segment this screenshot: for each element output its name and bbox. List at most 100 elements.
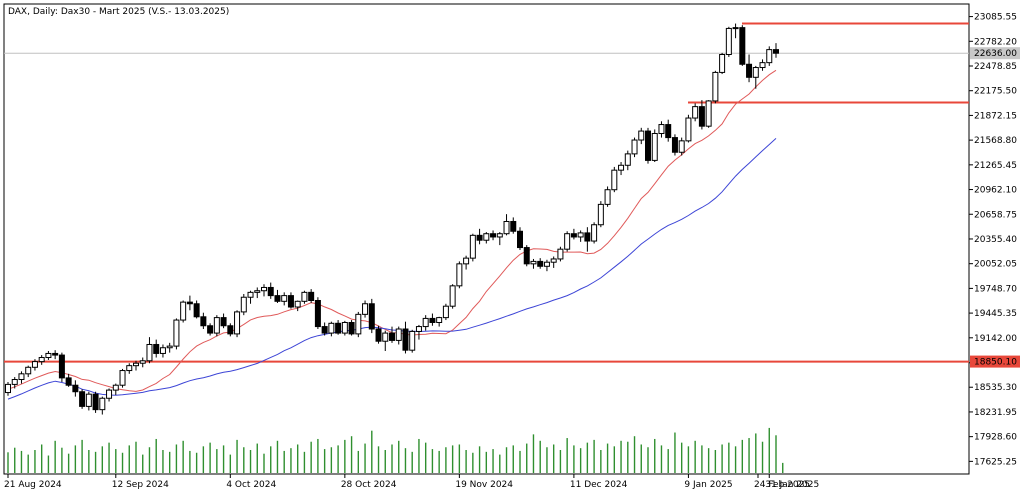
candle-body (207, 325, 214, 334)
candle-body (739, 27, 746, 65)
candle (719, 52, 726, 75)
candle (517, 227, 523, 250)
candle-body (38, 357, 45, 363)
candle-body (5, 383, 11, 394)
candle (247, 290, 254, 304)
candle (213, 315, 220, 337)
candle-body (415, 326, 422, 332)
x-tick-label: 9 Jan 2025 (684, 480, 732, 490)
candle-body (719, 54, 726, 73)
candle-body (368, 303, 375, 330)
candle (267, 282, 274, 299)
candle (678, 137, 685, 156)
candle-body (436, 317, 443, 323)
candle (631, 137, 638, 158)
candle-body (301, 291, 308, 302)
candle (449, 284, 456, 309)
y-tick-label: 20962.10 (974, 186, 1017, 196)
candle (543, 259, 550, 272)
candle-body (665, 124, 672, 139)
candle (58, 352, 65, 382)
candle-body (267, 286, 274, 297)
candle-body (523, 247, 530, 265)
candle (186, 295, 193, 311)
candle (240, 293, 247, 316)
candle-body (200, 316, 207, 327)
candle (395, 326, 402, 345)
candle (658, 121, 665, 138)
candle-body (631, 139, 638, 155)
candle-body (456, 263, 463, 287)
y-tick-label: 21872.15 (974, 111, 1017, 121)
candle-body (274, 295, 281, 302)
candle (712, 70, 719, 104)
candle (314, 297, 321, 330)
candle (746, 54, 753, 83)
x-tick-label: 31 Jan 2025 (765, 480, 819, 490)
candle (79, 389, 86, 409)
candle (99, 396, 106, 415)
candle (65, 373, 72, 387)
candle-body (294, 300, 301, 308)
candle-body (678, 140, 685, 153)
candle-body (476, 234, 483, 241)
candle (537, 258, 544, 269)
candle (193, 300, 200, 319)
candle-body (395, 328, 402, 341)
candle-body (618, 164, 625, 171)
candle-body (382, 332, 389, 342)
x-tick-label: 21 Aug 2024 (4, 480, 62, 490)
candle (469, 233, 476, 262)
x-tick-label: 12 Sep 2024 (112, 480, 169, 490)
candle (490, 230, 497, 241)
y-tick-label: 22175.50 (974, 87, 1017, 97)
candle (725, 26, 732, 57)
y-tick-label: 17928.60 (974, 433, 1017, 443)
level-price-label: 18850.10 (974, 358, 1017, 368)
candle-body (247, 291, 254, 298)
candle (624, 150, 631, 171)
candle (321, 322, 328, 336)
candle (604, 186, 611, 207)
candle-body (725, 27, 732, 56)
candle (301, 290, 308, 304)
candle (692, 103, 699, 122)
price-axis: 23085.55 22782.20 22478.85 22175.50 21872.15… (969, 13, 1020, 467)
candle (665, 119, 672, 142)
candle-body (159, 347, 166, 354)
x-tick-label: 19 Nov 2024 (455, 480, 513, 490)
candle (72, 380, 79, 397)
y-tick-label: 19748.70 (974, 284, 1017, 294)
candle-body (335, 322, 342, 334)
candle-body (213, 317, 220, 334)
candle (25, 365, 32, 378)
candle (308, 289, 315, 303)
candle-body (570, 233, 577, 238)
candle (638, 127, 645, 145)
candle (584, 227, 591, 252)
candle (671, 134, 678, 156)
candle (618, 162, 625, 176)
candle-body (234, 311, 241, 335)
level-price-tag (970, 355, 1020, 368)
y-tick-label: 21265.45 (974, 161, 1017, 171)
candle (409, 329, 416, 353)
candle-body (584, 232, 591, 242)
candle (463, 255, 470, 270)
candle (766, 46, 773, 66)
candle (166, 342, 173, 353)
candle (732, 23, 739, 39)
candle-body (287, 295, 294, 308)
candle-body (355, 313, 362, 335)
candle-body (193, 303, 200, 318)
candle-body (58, 354, 65, 379)
candle (234, 310, 241, 338)
candle-body (766, 49, 773, 64)
candle-body (692, 106, 699, 119)
candle-body (106, 389, 113, 399)
candle-body (517, 230, 523, 249)
x-tick-label: 11 Dec 2024 (570, 480, 628, 490)
candle (739, 25, 746, 66)
candle (436, 316, 443, 327)
